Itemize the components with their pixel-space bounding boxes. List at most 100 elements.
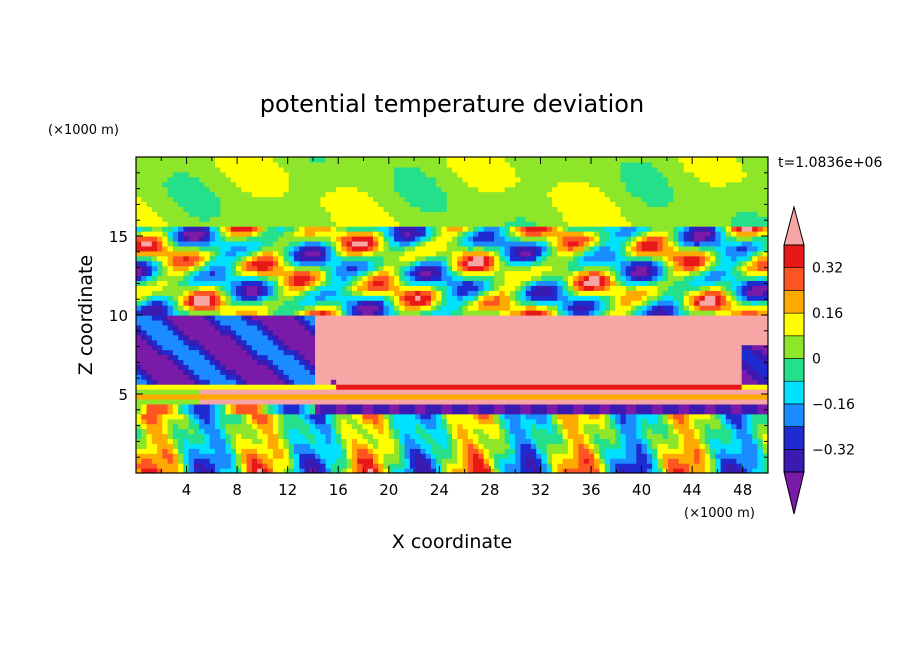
field-cell — [483, 349, 490, 356]
field-cell — [267, 300, 274, 306]
field-cell — [430, 428, 437, 435]
field-cell — [157, 255, 163, 262]
field-cell — [441, 260, 448, 267]
field-cell — [367, 255, 374, 262]
field-cell — [315, 161, 321, 168]
field-cell — [236, 196, 242, 203]
field-cell — [288, 157, 295, 163]
field-cell — [188, 423, 195, 430]
field-cell — [320, 196, 327, 203]
field-cell — [467, 349, 474, 356]
field-cell — [188, 206, 195, 212]
field-cell — [220, 423, 227, 430]
field-cell — [357, 315, 364, 321]
field-cell — [452, 349, 458, 356]
field-cell — [146, 211, 153, 217]
field-cell — [478, 270, 485, 277]
field-cell — [446, 315, 453, 321]
field-cell — [520, 369, 527, 375]
field-cell — [425, 463, 432, 469]
field-cell — [272, 364, 279, 370]
field-cell — [462, 349, 469, 356]
field-cell — [262, 344, 269, 351]
field-cell — [262, 443, 269, 449]
field-cell — [446, 463, 453, 469]
field-cell — [525, 265, 532, 272]
field-cell — [304, 265, 311, 272]
field-cell — [362, 191, 369, 198]
field-cell — [436, 394, 443, 400]
field-cell — [241, 295, 248, 301]
field-cell — [304, 240, 311, 247]
field-cell — [520, 428, 527, 435]
field-cell — [446, 186, 453, 193]
field-cell — [515, 364, 522, 370]
field-cell — [394, 453, 400, 459]
field-cell — [404, 329, 411, 336]
field-cell — [236, 171, 242, 178]
field-cell — [373, 310, 379, 316]
field-cell — [346, 231, 353, 237]
field-cell — [346, 221, 353, 227]
field-cell — [315, 181, 321, 188]
field-cell — [420, 226, 427, 232]
field-cell — [509, 285, 516, 291]
field-cell — [388, 240, 395, 247]
field-cell — [246, 443, 253, 449]
field-cell — [225, 379, 232, 385]
field-cell — [183, 418, 190, 425]
field-cell — [383, 403, 390, 410]
field-cell — [509, 255, 516, 262]
field-cell — [415, 374, 421, 380]
field-cell — [399, 448, 406, 454]
field-cell — [336, 334, 342, 341]
field-cell — [141, 379, 148, 385]
field-cell — [299, 463, 306, 469]
field-cell — [383, 236, 390, 242]
field-cell — [515, 468, 522, 473]
field-cell — [178, 398, 184, 405]
field-cell — [257, 211, 263, 217]
field-cell — [267, 250, 274, 257]
field-cell — [409, 384, 416, 390]
field-cell — [315, 295, 321, 301]
field-cell — [373, 384, 379, 390]
field-cell — [141, 181, 148, 188]
field-cell — [157, 171, 163, 178]
field-cell — [315, 448, 321, 454]
field-cell — [367, 161, 374, 168]
field-cell — [236, 216, 242, 222]
field-cell — [399, 260, 406, 267]
field-cell — [357, 245, 364, 252]
field-cell — [225, 344, 232, 351]
field-cell — [209, 201, 216, 207]
field-cell — [241, 285, 248, 291]
field-cell — [483, 448, 490, 454]
field-cell — [409, 191, 416, 198]
field-cell — [478, 379, 485, 385]
field-cell — [394, 443, 400, 449]
field-cell — [541, 339, 548, 346]
field-cell — [241, 423, 248, 430]
field-cell — [357, 463, 364, 469]
field-cell — [236, 265, 242, 272]
field-cell — [267, 349, 274, 356]
field-cell — [499, 250, 506, 257]
field-cell — [320, 191, 327, 198]
field-cell — [178, 315, 184, 321]
field-cell — [183, 231, 190, 237]
field-cell — [299, 236, 306, 242]
field-cell — [283, 270, 290, 277]
field-cell — [494, 413, 500, 420]
field-cell — [141, 290, 148, 296]
field-cell — [204, 334, 211, 341]
field-cell — [267, 285, 274, 291]
field-cell — [357, 211, 364, 217]
field-cell — [320, 260, 327, 267]
field-cell — [457, 394, 464, 400]
field-cell — [467, 176, 474, 183]
field-cell — [467, 290, 474, 296]
field-cell — [151, 408, 158, 415]
field-cell — [430, 191, 437, 198]
field-cell — [188, 166, 195, 173]
